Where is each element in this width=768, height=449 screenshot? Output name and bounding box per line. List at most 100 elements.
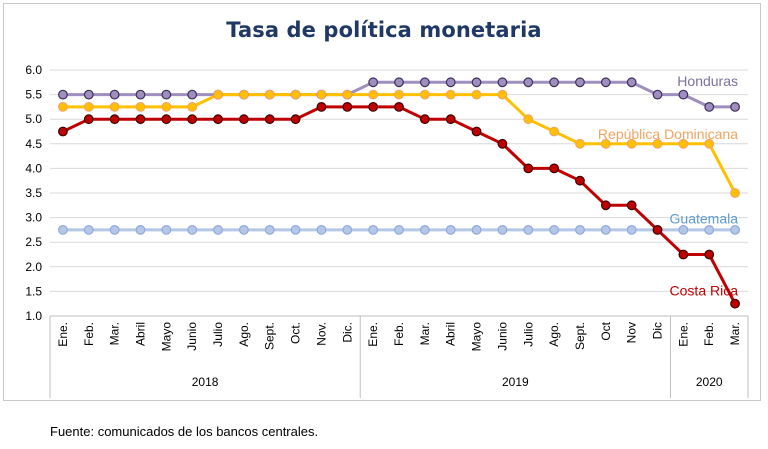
y-tick-label: 1.0 (25, 309, 42, 323)
data-point (58, 101, 68, 112)
data-point (316, 224, 327, 235)
x-tick-label: Oct (599, 321, 613, 340)
data-point (342, 89, 353, 100)
data-point (83, 224, 94, 235)
series-labels: Honduras República Dominicana Guatemala Cos… (598, 73, 738, 299)
x-tick-label: Abril (133, 322, 147, 346)
source-note: Fuente: comunicados de los bancos centra… (50, 424, 319, 439)
data-point (135, 114, 146, 125)
data-point (471, 77, 482, 88)
data-point (497, 138, 508, 149)
data-point (730, 298, 740, 309)
series-markers (58, 77, 740, 309)
data-point (394, 224, 404, 235)
data-point (471, 126, 482, 137)
x-tick-label: Julio (211, 322, 225, 347)
x-tick-label: Feb. (82, 322, 96, 346)
data-point (238, 89, 249, 100)
data-point (497, 89, 508, 100)
x-axis: Ene. Feb. Mar. Abril Mayo Junio Julio Ago. Sept.… (49, 315, 749, 398)
data-point (523, 114, 534, 125)
x-tick-label: Sept. (263, 322, 277, 350)
data-point (652, 89, 663, 100)
data-point (316, 89, 327, 100)
data-point (419, 114, 430, 125)
data-point (213, 89, 223, 100)
y-tick-label: 2.5 (25, 235, 42, 249)
data-point (290, 224, 301, 235)
y-tick-label: 5.5 (25, 88, 42, 102)
data-point (497, 224, 508, 235)
data-point (58, 224, 68, 235)
data-point (575, 224, 585, 235)
x-tick-label: Nov (625, 322, 639, 343)
data-point (600, 77, 611, 88)
data-point (213, 114, 223, 125)
series-label: Costa Rica (670, 282, 739, 298)
data-point (575, 175, 585, 186)
data-point (549, 224, 560, 235)
data-point (394, 101, 404, 112)
x-tick-label: Mayo (159, 322, 173, 352)
data-point (109, 101, 120, 112)
data-point (575, 138, 585, 149)
data-point (368, 89, 379, 100)
data-point (523, 77, 534, 88)
data-point (58, 126, 68, 137)
x-tick-label: Ene. (676, 322, 690, 347)
y-tick-label: 2.0 (25, 260, 42, 274)
data-point (109, 89, 120, 100)
data-point (678, 224, 689, 235)
data-point (290, 114, 301, 125)
data-point (161, 101, 172, 112)
series-label: República Dominicana (598, 126, 738, 142)
data-point (445, 89, 456, 100)
data-point (730, 101, 740, 112)
data-point (342, 224, 353, 235)
x-tick-label: Mar. (728, 322, 742, 345)
data-point (704, 249, 715, 260)
data-point (445, 224, 456, 235)
data-point (575, 77, 585, 88)
data-point (161, 89, 172, 100)
data-point (471, 224, 482, 235)
x-tick-label: Mar. (108, 322, 122, 345)
chart-frame (3, 3, 761, 401)
data-point (135, 101, 146, 112)
data-point (626, 138, 637, 149)
data-point (626, 200, 637, 211)
series-label: Honduras (677, 73, 738, 89)
data-point (368, 77, 379, 88)
x-tick-label: Ene. (56, 322, 70, 347)
data-point (83, 101, 94, 112)
data-point (187, 224, 198, 235)
data-point (394, 89, 404, 100)
data-point (626, 224, 637, 235)
data-point (445, 114, 456, 125)
x-tick-label: Oct. (289, 322, 303, 344)
x-tick-label: Junio (185, 322, 199, 351)
data-point (394, 77, 404, 88)
data-point (497, 77, 508, 88)
data-point (678, 89, 689, 100)
y-tick-label: 4.5 (25, 137, 42, 151)
data-point (678, 249, 689, 260)
data-point (238, 114, 249, 125)
data-point (161, 224, 172, 235)
year-label: 2018 (192, 375, 219, 389)
data-point (187, 114, 198, 125)
x-tick-label: Ene. (366, 322, 380, 347)
data-point (264, 114, 275, 125)
data-point (419, 89, 430, 100)
data-point (109, 114, 120, 125)
y-tick-label: 5.0 (25, 112, 42, 126)
data-point (213, 224, 223, 235)
data-point (419, 77, 430, 88)
x-tick-label: Dic. (340, 322, 354, 343)
data-point (652, 138, 663, 149)
x-tick-label: Feb. (702, 322, 716, 346)
data-point (419, 224, 430, 235)
data-point (58, 89, 68, 100)
data-point (523, 163, 534, 174)
